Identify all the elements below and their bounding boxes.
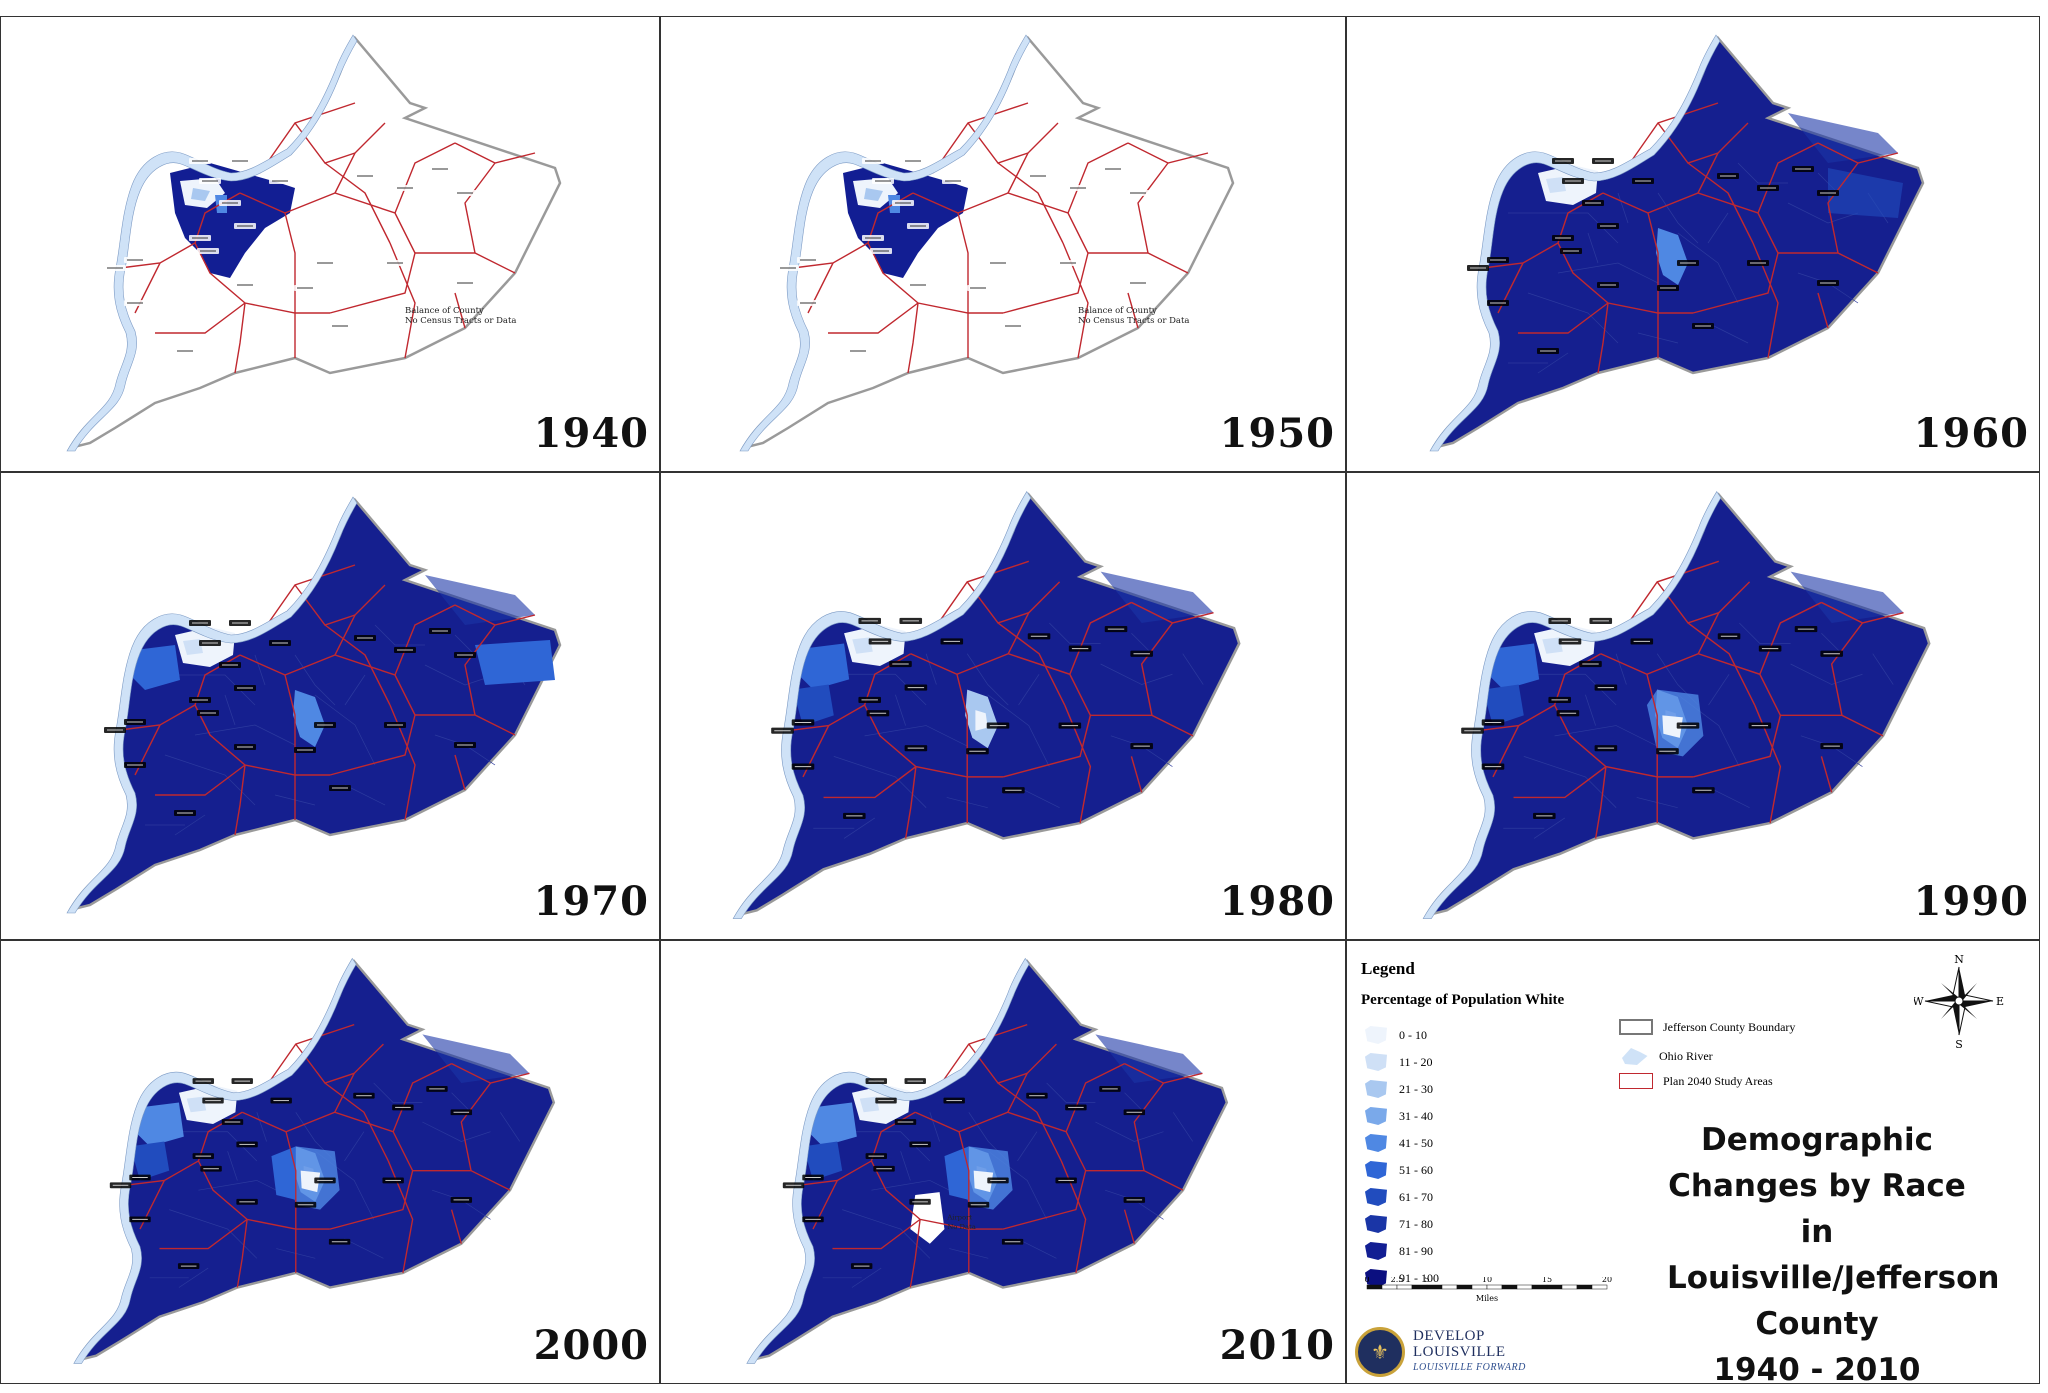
legend-class-label: 71 - 80 bbox=[1399, 1216, 1433, 1231]
year-label: 1990 bbox=[1913, 878, 2029, 925]
map-panel-1960: 1960 bbox=[1346, 16, 2040, 472]
legend-swatch bbox=[1365, 1269, 1387, 1287]
year-label: 1960 bbox=[1913, 410, 2029, 457]
year-label: 1980 bbox=[1219, 878, 1335, 925]
legend-swatch bbox=[1365, 1080, 1387, 1098]
map-note-2010-0: Airport bbox=[946, 1213, 972, 1221]
map-note-1940-0: Balance of County bbox=[405, 306, 484, 316]
map-panel-1990: 1990 bbox=[1346, 472, 2040, 940]
title-line-3: Louisville/Jefferson bbox=[1667, 1260, 2000, 1296]
legend-swatch bbox=[1365, 1242, 1387, 1260]
year-label: 1940 bbox=[533, 410, 649, 457]
map-title: Demographic Changes by Race in Louisvill… bbox=[1667, 1117, 2000, 1393]
legend-panel: Legend Percentage of Population White 0 … bbox=[1346, 940, 2040, 1388]
develop-louisville-logo: ⚜ DEVELOP LOUISVILLE LOUISVILLE FORWARD bbox=[1355, 1327, 1526, 1377]
legend-class: 21 - 30 bbox=[1365, 1079, 1433, 1099]
legend-swatch bbox=[1365, 1161, 1387, 1179]
legend-class: 61 - 70 bbox=[1365, 1187, 1433, 1207]
map-panel-1980: 1980 bbox=[660, 472, 1346, 940]
compass-rose-icon: N S E W bbox=[1914, 953, 2004, 1049]
scale-tick: 2.5 bbox=[1391, 1277, 1404, 1284]
logo-line-1: DEVELOP bbox=[1413, 1328, 1485, 1344]
scale-tick: 15 bbox=[1542, 1277, 1552, 1284]
title-line-1: Demographic bbox=[1700, 1122, 1933, 1158]
legend-class-label: 21 - 30 bbox=[1399, 1081, 1433, 1096]
legend-class-label: 81 - 90 bbox=[1399, 1243, 1433, 1258]
legend-class-label: 31 - 40 bbox=[1399, 1108, 1433, 1123]
county-map: Airport No Data bbox=[746, 957, 1229, 1364]
year-label: 2000 bbox=[533, 1322, 649, 1369]
legend-class: 81 - 90 bbox=[1365, 1241, 1433, 1261]
fleur-de-lis-icon: ⚜ bbox=[1355, 1327, 1405, 1377]
map-note-2010-1: No Data bbox=[947, 1223, 976, 1231]
legend-layer: Ohio River bbox=[1619, 1046, 1713, 1066]
logo-line-2: LOUISVILLE bbox=[1413, 1344, 1506, 1360]
scale-tick: 5 bbox=[1424, 1277, 1429, 1284]
scale-unit: Miles bbox=[1476, 1294, 1498, 1303]
legend-class-label: 91 - 100 bbox=[1399, 1270, 1439, 1285]
legend-class: 41 - 50 bbox=[1365, 1133, 1433, 1153]
legend-title: Legend bbox=[1361, 959, 1415, 978]
legend-swatch bbox=[1365, 1026, 1387, 1044]
legend-class: 31 - 40 bbox=[1365, 1106, 1433, 1126]
map-panel-1950: Balance of County No Census Tracts or Dat… bbox=[660, 16, 1346, 472]
legend-class: 71 - 80 bbox=[1365, 1214, 1433, 1234]
legend-class: 11 - 20 bbox=[1365, 1052, 1433, 1072]
legend-class-label: 11 - 20 bbox=[1399, 1054, 1433, 1069]
compass-e: E bbox=[1996, 995, 2004, 1008]
logo-line-3: LOUISVILLE FORWARD bbox=[1413, 1362, 1526, 1373]
map-note-1950-0: Balance of County bbox=[1078, 306, 1157, 316]
county-map bbox=[66, 496, 562, 914]
map-panel-2000: 2000 bbox=[0, 940, 660, 1384]
legend-class-label: 61 - 70 bbox=[1399, 1189, 1433, 1204]
legend-class-label: 51 - 60 bbox=[1399, 1162, 1433, 1177]
title-line-5: 1940 - 2010 bbox=[1713, 1352, 1921, 1388]
county-map bbox=[73, 957, 556, 1364]
map-note-1940-1: No Census Tracts or Data bbox=[405, 316, 516, 326]
compass-w: W bbox=[1914, 995, 1924, 1008]
river-swatch bbox=[1622, 1048, 1648, 1065]
study-area-swatch bbox=[1619, 1073, 1653, 1089]
boundary-swatch bbox=[1619, 1019, 1653, 1035]
legend-class: 0 - 10 bbox=[1365, 1025, 1427, 1045]
scale-tick: 10 bbox=[1482, 1277, 1492, 1284]
year-label: 1950 bbox=[1219, 410, 1335, 457]
legend-layer: Plan 2040 Study Areas bbox=[1619, 1073, 1773, 1089]
title-line-4: County bbox=[1755, 1306, 1879, 1342]
legend-class-label: 0 - 10 bbox=[1399, 1027, 1427, 1042]
legend-class: 51 - 60 bbox=[1365, 1160, 1433, 1180]
compass-s: S bbox=[1955, 1038, 1963, 1049]
legend-swatch bbox=[1365, 1053, 1387, 1071]
scale-bar: 0 2.5 5 10 15 20 Miles bbox=[1361, 1275, 1691, 1318]
map-panel-1970: 1970 bbox=[0, 472, 660, 940]
legend-layer-label: Jefferson County Boundary bbox=[1663, 1019, 1796, 1034]
compass-n: N bbox=[1954, 953, 1964, 966]
scale-tick: 0 bbox=[1364, 1277, 1369, 1284]
legend-class: 91 - 100 bbox=[1365, 1268, 1439, 1288]
map-panel-2010: Airport No Data 2010 bbox=[660, 940, 1346, 1384]
legend-swatch bbox=[1365, 1134, 1387, 1152]
county-map bbox=[1429, 34, 1925, 452]
legend-swatch bbox=[1365, 1188, 1387, 1206]
title-line-2: Changes by Race in bbox=[1668, 1168, 1966, 1250]
county-map bbox=[732, 491, 1241, 919]
map-note-1950-1: No Census Tracts or Data bbox=[1078, 316, 1189, 326]
legend-swatch bbox=[1365, 1107, 1387, 1125]
county-map bbox=[1422, 491, 1931, 919]
map-grid: Balance of County No Census Tracts or Dat… bbox=[0, 16, 2040, 1388]
legend-class-label: 41 - 50 bbox=[1399, 1135, 1433, 1150]
map-panel-1940: Balance of County No Census Tracts or Dat… bbox=[0, 16, 660, 472]
legend-layer-label: Ohio River bbox=[1659, 1048, 1713, 1063]
scale-tick: 20 bbox=[1602, 1277, 1612, 1284]
legend-subtitle: Percentage of Population White bbox=[1361, 992, 1565, 1008]
legend-swatch bbox=[1365, 1215, 1387, 1233]
legend-layer-label: Plan 2040 Study Areas bbox=[1663, 1073, 1773, 1088]
year-label: 2010 bbox=[1219, 1322, 1335, 1369]
legend-layer: Jefferson County Boundary bbox=[1619, 1019, 1795, 1035]
year-label: 1970 bbox=[533, 878, 649, 925]
